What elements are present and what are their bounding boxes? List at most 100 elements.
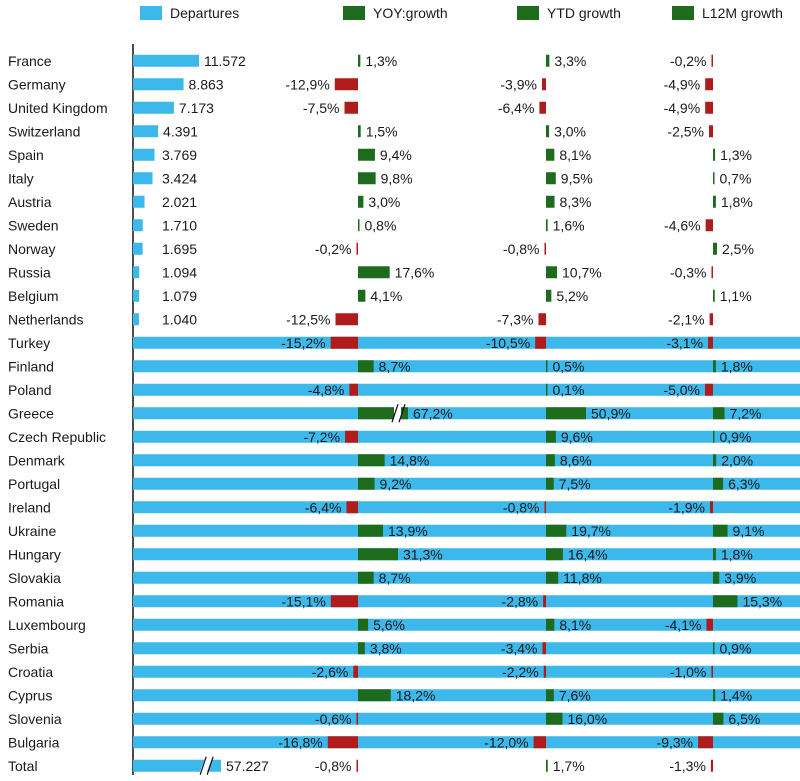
category-label-total: Total [8, 758, 38, 774]
category-label-slovakia: Slovakia [8, 570, 61, 586]
bar-l12m-growth-turkey [708, 336, 713, 349]
bar-yoy-growth-france [358, 54, 361, 67]
bar-ytd-growth-serbia [542, 642, 546, 655]
legend-label-ytd-growth: YTD growth [547, 5, 621, 21]
value-label-yoy-growth-germany: -12,9% [285, 76, 329, 92]
bar-ytd-growth-poland [546, 383, 548, 396]
category-label-finland: Finland [8, 358, 54, 374]
bar-l12m-growth-total [710, 759, 713, 772]
category-label-slovenia: Slovenia [8, 711, 62, 727]
value-label-yoy-growth-romania: -15,1% [281, 593, 325, 609]
bar-yoy-growth-spain [358, 148, 375, 161]
panel-ytd-growth: 3,3% -3,9% -6,4% 3,0% 8,1% 9,5% 8,3% 1,6% -0,8% 1… [484, 53, 630, 774]
bar-departures-denmark [133, 454, 800, 467]
bar-l12m-growth-greece [713, 407, 725, 420]
value-label-yoy-growth-poland: -4,8% [308, 382, 345, 398]
bar-ytd-growth-hungary [546, 548, 563, 561]
bar-yoy-growth-austria [358, 195, 364, 208]
value-label-departures-united-kingdom: 7.173 [179, 100, 214, 116]
bar-departures-spain [133, 148, 155, 161]
value-label-ytd-growth-denmark: 8,6% [560, 452, 592, 468]
bar-l12m-growth-norway [713, 242, 717, 255]
value-label-yoy-growth-switzerland: 1,5% [366, 123, 398, 139]
panel-l12m-growth: -0,2% -4,9% -4,9% -2,5% 1,3% 0,7% 1,8% -4,6% 2,5… [657, 53, 783, 774]
bar-ytd-growth-united-kingdom [539, 101, 546, 114]
bar-departures-germany [133, 78, 184, 91]
bar-ytd-growth-finland [546, 360, 548, 373]
value-label-ytd-growth-total: 1,7% [553, 758, 585, 774]
bar-departures-slovakia [133, 571, 800, 584]
value-label-ytd-growth-spain: 8,1% [559, 147, 591, 163]
value-label-l12m-growth-ukraine: 9,1% [733, 523, 765, 539]
bar-departures-bulgaria [133, 736, 800, 749]
value-label-ytd-growth-united-kingdom: -6,4% [498, 100, 535, 116]
bar-yoy-growth-sweden [358, 219, 360, 232]
value-label-departures-switzerland: 4.391 [163, 123, 198, 139]
bar-departures-cyprus [133, 689, 800, 702]
value-label-yoy-growth-italy: 9,8% [381, 170, 413, 186]
legend-swatch-yoy-growth [343, 6, 365, 20]
bar-l12m-growth-romania [713, 595, 738, 608]
value-label-yoy-growth-croatia: -2,6% [312, 664, 349, 680]
value-label-l12m-growth-portugal: 6,3% [728, 476, 760, 492]
bar-departures-croatia [133, 665, 800, 678]
value-label-ytd-growth-finland: 0,5% [553, 358, 585, 374]
value-label-yoy-growth-russia: 17,6% [395, 264, 435, 280]
value-label-ytd-growth-croatia: -2,2% [502, 664, 539, 680]
bar-ytd-growth-croatia [543, 665, 546, 678]
bar-l12m-growth-serbia [713, 642, 715, 655]
bar-departures-france [133, 54, 199, 67]
value-label-yoy-growth-luxembourg: 5,6% [373, 617, 405, 633]
category-label-norway: Norway [8, 241, 55, 257]
bar-departures-ukraine [133, 524, 800, 537]
bar-yoy-growth-cyprus [358, 689, 391, 702]
category-label-russia: Russia [8, 264, 51, 280]
bar-departures-netherlands [133, 313, 139, 326]
bar-yoy-growth-serbia [358, 642, 365, 655]
bar-yoy-growth-netherlands [335, 313, 358, 326]
axis-break-yoy-growth [394, 405, 401, 422]
value-label-yoy-growth-sweden: 0,8% [365, 217, 397, 233]
bar-l12m-growth-austria [713, 195, 716, 208]
bar-l12m-growth-finland [713, 360, 716, 373]
value-label-l12m-growth-russia: -0,3% [670, 264, 707, 280]
value-label-l12m-growth-poland: -5,0% [663, 382, 700, 398]
category-label-romania: Romania [8, 593, 64, 609]
legend-swatch-ytd-growth [517, 6, 539, 20]
category-labels: France Germany United Kingdom Switzerland Sp… [8, 53, 108, 774]
bar-departures-poland [133, 383, 800, 396]
bar-yoy-growth-croatia [353, 665, 358, 678]
value-label-departures-italy: 3.424 [162, 170, 197, 186]
value-label-ytd-growth-slovakia: 11,8% [563, 570, 602, 586]
value-label-yoy-growth-serbia: 3,8% [370, 640, 402, 656]
value-label-departures-france: 11.572 [204, 53, 246, 69]
bar-l12m-growth-portugal [713, 477, 724, 490]
bar-ytd-growth-slovakia [546, 571, 559, 584]
bar-departures-sweden [133, 219, 143, 232]
value-label-l12m-growth-france: -0,2% [670, 53, 707, 69]
legend: Departures YOY:growth YTD growth L12M growt… [140, 5, 783, 21]
bar-yoy-growth-denmark [358, 454, 385, 467]
value-label-yoy-growth-slovenia: -0,6% [315, 711, 352, 727]
bar-ytd-growth-ireland [544, 501, 546, 514]
bar-departures-ireland [133, 501, 800, 514]
bar-l12m-growth-belgium [713, 289, 715, 302]
category-label-france: France [8, 53, 52, 69]
bar-l12m-growth-slovakia [713, 571, 720, 584]
value-label-departures-total: 57.227 [226, 758, 269, 774]
bar-ytd-growth-cyprus [546, 689, 554, 702]
bar-departures-austria [133, 195, 145, 208]
bar-departures-switzerland [133, 125, 159, 138]
value-label-departures-sweden: 1.710 [162, 217, 197, 233]
value-label-l12m-growth-finland: 1,8% [721, 358, 753, 374]
bar-yoy-growth-italy [358, 172, 376, 185]
value-label-l12m-growth-denmark: 2,0% [721, 452, 753, 468]
value-label-ytd-growth-russia: 10,7% [562, 264, 602, 280]
value-label-ytd-growth-switzerland: 3,0% [554, 123, 586, 139]
value-label-yoy-growth-ukraine: 13,9% [388, 523, 428, 539]
bar-yoy-growth-russia [358, 266, 390, 279]
bar-ytd-growth-italy [546, 172, 556, 185]
value-label-ytd-growth-bulgaria: -12,0% [484, 734, 528, 750]
value-label-departures-germany: 8.863 [189, 76, 224, 92]
bar-departures-hungary [133, 548, 800, 561]
